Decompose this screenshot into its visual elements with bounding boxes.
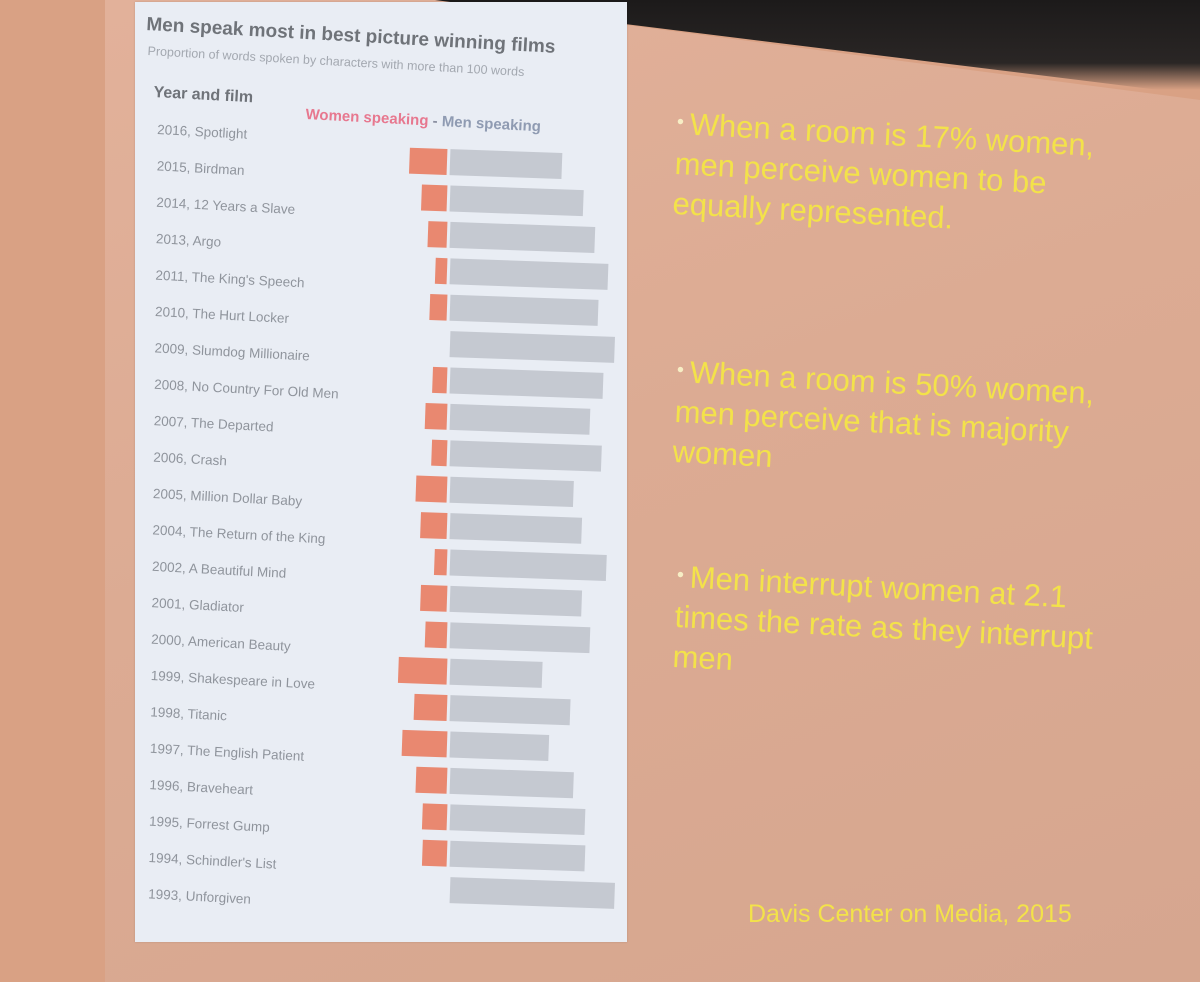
tick-label: 2004, The Return of the King (152, 522, 326, 546)
bar-men (449, 440, 602, 472)
tick-label: 1993, Unforgiven (148, 886, 251, 906)
bar-women (429, 294, 448, 321)
tick-label: 1997, The English Patient (150, 741, 305, 764)
tick-label: 2007, The Departed (153, 413, 273, 434)
bar-men (449, 658, 543, 688)
bullet-1: • When a room is 17% women, men perceive … (672, 102, 1098, 246)
bar-women (431, 439, 448, 467)
bar-women (424, 621, 448, 649)
bar-women (421, 184, 448, 212)
tick-label: 2010, The Hurt Locker (155, 304, 290, 326)
bullet-3-text: Men interrupt women at 2.1 times the rat… (671, 559, 1094, 677)
tick-label: 1994, Schindler's List (148, 850, 277, 872)
tick-label: 1996, Braveheart (149, 777, 253, 797)
bar-women (421, 839, 448, 867)
bar-men (449, 695, 571, 726)
bar-women (424, 403, 448, 430)
bar-men (449, 513, 583, 544)
tick-label: 1999, Shakespeare in Love (150, 668, 315, 692)
tick-label: 2002, A Beautiful Mind (152, 559, 287, 581)
bar-women (415, 766, 448, 794)
bar-women (420, 584, 448, 612)
bullet-2: • When a room is 50% women, men perceive … (672, 350, 1098, 494)
tick-label: 2006, Crash (153, 450, 227, 469)
bullet-dot: • (676, 563, 685, 587)
source-credit: Davis Center on Media, 2015 (748, 900, 1072, 928)
tick-label: 2001, Gladiator (151, 595, 244, 615)
tick-label: 2013, Argo (156, 231, 222, 249)
bar-men (449, 767, 574, 799)
bar-men (449, 622, 591, 654)
bar-women (415, 475, 448, 503)
bar-men (449, 585, 583, 617)
tick-label: 2011, The King's Speech (155, 268, 305, 291)
bar-women (427, 221, 448, 248)
bar-men (449, 221, 596, 253)
bar-women (420, 512, 448, 539)
bullet-dot: • (676, 358, 685, 382)
bar-men (449, 804, 586, 836)
bar-women (413, 693, 448, 721)
bar-men (449, 294, 599, 326)
bar-men (449, 149, 563, 180)
bar-men (449, 476, 574, 508)
bar-men (449, 331, 615, 363)
tick-label: 2009, Slumdog Millionaire (154, 340, 310, 363)
bar-men (449, 185, 584, 217)
bar-men (449, 549, 607, 581)
bar-men (449, 367, 604, 399)
tick-label: 2015, Birdman (156, 158, 244, 178)
tick-label: 2008, No Country For Old Men (154, 377, 339, 402)
bar-men (449, 403, 591, 435)
tick-label: 1995, Forrest Gump (149, 814, 270, 835)
bar-women (434, 257, 448, 285)
bar-men (449, 877, 615, 909)
bar-women (433, 548, 448, 576)
bullet-1-text: When a room is 17% women, men perceive w… (671, 106, 1096, 236)
tick-label: 2005, Million Dollar Baby (153, 486, 303, 509)
bar-men (449, 731, 550, 761)
bar-women (397, 656, 448, 685)
bar-women (401, 729, 448, 758)
bullet-3: • Men interrupt women at 2.1 times the ra… (672, 555, 1098, 699)
bar-women (409, 147, 448, 175)
tick-label: 1998, Titanic (150, 704, 227, 723)
tick-label: 2014, 12 Years a Slave (156, 195, 295, 217)
bar-men (449, 840, 586, 872)
tick-label: 2000, American Beauty (151, 632, 291, 654)
bar-men (449, 258, 609, 290)
bar-women (421, 803, 448, 831)
bullet-2-text: When a room is 50% women, men perceive t… (671, 354, 1096, 475)
bullet-dot: • (676, 110, 685, 134)
bar-women (432, 366, 448, 394)
tick-label: 2016, Spotlight (157, 122, 248, 142)
